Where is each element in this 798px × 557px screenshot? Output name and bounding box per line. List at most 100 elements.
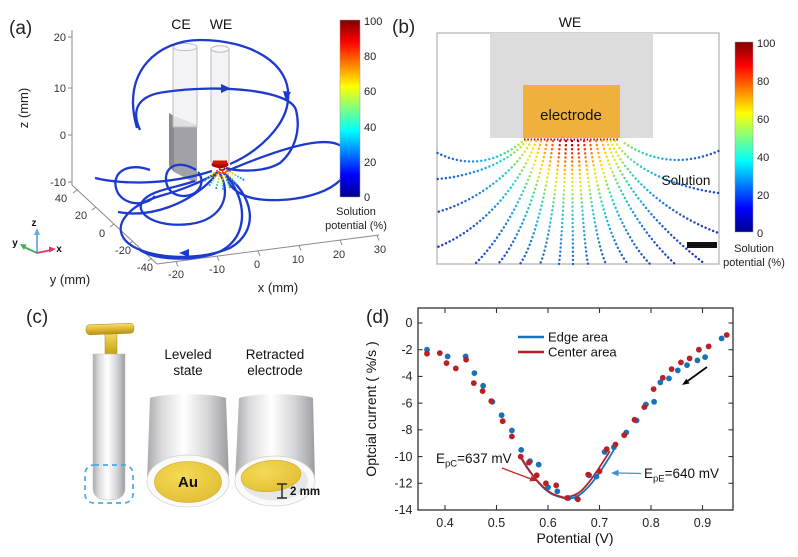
data-point [564,495,570,501]
streamline-arrowheads [179,84,291,257]
axes-3d [68,30,380,267]
x-tick: -20 [168,269,184,281]
retracted-caption-1: Retracted [246,347,305,362]
data-point [575,496,581,503]
data-point [553,482,560,489]
data-point [498,412,505,419]
epe-text: EpE=640 mV [644,466,719,485]
data-point [631,416,638,423]
data-point [659,374,666,381]
z-tick: 0 [60,130,66,142]
y-tick-label: -10 [394,450,412,464]
y-tick-label: -12 [394,476,412,490]
data-point [678,359,684,366]
data-point [596,468,603,475]
y-tick-label: -4 [401,370,412,384]
epe-prefix: E [644,466,653,481]
au-disc [154,461,222,503]
data-point [543,480,549,487]
cb-tick: 0 [364,192,370,204]
data-point [517,453,524,460]
scan-arrow-head [682,378,690,385]
x-tick: 20 [333,249,345,261]
epe-arrow-line [616,472,642,475]
data-point [499,418,506,425]
retracted-caption-2: electrode [247,363,303,378]
x-axis-label: x (mm) [258,280,298,295]
y-axis-label: y (mm) [50,272,90,287]
cb-tick: 60 [757,114,769,126]
x-tick: 0 [254,259,260,271]
y-tick-label: -6 [401,396,412,410]
y-tick: -40 [137,262,153,274]
y-axis-tick-labels: 40 20 0 -20 -40 [55,193,153,274]
data-point [603,446,610,453]
data-point [518,447,525,453]
x-tick: 10 [292,254,304,266]
panel-b: (b) WE electrode Solu [392,14,785,269]
x-tick: 30 [374,244,386,256]
depth-bracket [277,483,287,499]
cb-title-1: Solution [336,206,376,218]
cb-title-2: potential (%) [723,257,785,269]
cb-title-1: Solution [734,243,774,255]
data-point [666,375,672,382]
y-tick: 20 [75,210,87,222]
data-point [509,433,515,440]
x-tick-label: 0.5 [488,516,505,530]
y-tick-label: -2 [401,343,412,357]
tip-highlight-box [84,464,134,504]
scan-direction-arrow [682,366,708,385]
data-point [705,343,712,350]
data-point [480,382,486,389]
data-point [668,366,675,372]
z-axis-tick-labels: 20 10 0 -10 [50,32,66,189]
legend-label-edge: Edge area [548,330,609,345]
scale-label: 2 mm [290,486,320,498]
cb-tick: 100 [757,38,775,50]
colorbar-b: 100 80 60 40 20 0 Solution potential (%) [723,38,785,269]
triad-x: x [56,244,62,255]
data-point [702,354,708,360]
retracted-tube: 2 mm [234,394,320,507]
axis-ticks: 0.4 0.5 0.6 0.7 0.8 0.9 0 -2 -4 -6 -8 -10 -12 -14 [394,308,733,530]
z-tick: 10 [54,83,66,95]
triad-y: y [12,238,18,249]
x-tick-label: 0.6 [539,516,556,530]
epc-text: EpC=637 mV [436,451,512,470]
ce-label: CE [171,16,190,32]
x-axis-tick-labels: -20 -10 0 10 20 30 [168,244,386,281]
electrode-label: electrode [540,107,602,124]
y-tick-label: 0 [406,316,413,330]
data-point [535,461,542,468]
legend-label-center: Center area [548,345,617,360]
z-tick: 20 [54,32,66,44]
colorbar-a: 100 80 60 40 20 0 Solution potential (%) [325,16,387,232]
streamlines-3d [94,38,350,260]
epc-value: =637 mV [457,451,511,466]
x-axis-label: Potential (V) [536,530,613,546]
epc-arrow-head [529,476,537,482]
series-center-area [424,332,730,503]
data-point [651,398,657,405]
data-point [657,379,664,386]
electrode-block [523,85,620,138]
data-point [674,367,681,374]
data-point [723,332,730,338]
au-label: Au [178,474,198,491]
handle-bar [85,323,135,335]
epe-value: =640 mV [665,466,719,481]
triad-z: z [32,218,37,229]
data-point [621,432,628,439]
data-point [593,473,600,480]
cb-tick: 0 [757,228,763,240]
cb-tick: 20 [364,157,376,169]
data-point [444,353,451,360]
data-point [424,350,430,357]
cb-tick: 60 [364,86,376,98]
ce-cylinder [172,42,198,128]
z-tick: -10 [50,177,66,189]
data-point [684,362,690,368]
data-point [585,471,592,478]
data-point [436,350,443,356]
